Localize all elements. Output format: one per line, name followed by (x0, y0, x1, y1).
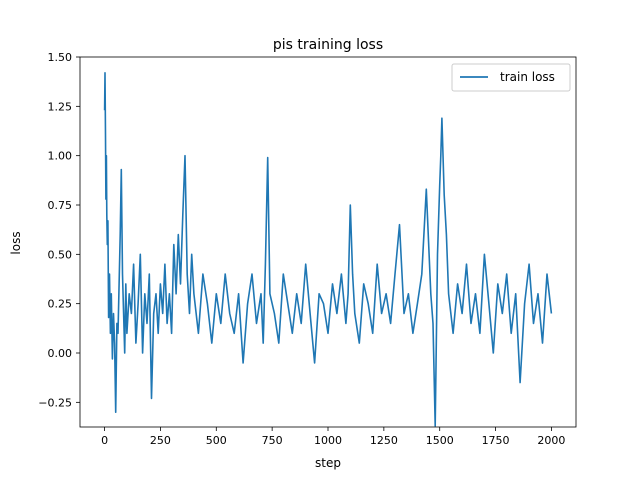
x-tick-label: 1000 (314, 434, 342, 447)
y-tick-label: 1.50 (48, 51, 73, 64)
legend-label: train loss (500, 70, 555, 84)
x-tick-label: 750 (262, 434, 283, 447)
legend: train loss (451, 63, 571, 92)
x-tick-label: 1500 (426, 434, 454, 447)
chart-title: pis training loss (273, 37, 383, 53)
y-tick-label: 0.75 (48, 199, 73, 212)
legend-box (451, 63, 571, 92)
y-tick-label: 0.25 (48, 298, 73, 311)
y-axis-ticks: −0.25 0.00 0.25 0.50 0.75 1.00 1.25 1.50 (38, 51, 80, 409)
x-tick-label: 500 (206, 434, 227, 447)
x-axis-label: step (315, 456, 341, 470)
y-tick-label: 0.00 (48, 347, 73, 360)
series-train-loss-line (103, 72, 553, 427)
x-tick-label: 2000 (537, 434, 565, 447)
x-tick-label: 0 (101, 434, 108, 447)
x-tick-label: 250 (150, 434, 171, 447)
y-tick-label: 0.50 (48, 248, 73, 261)
x-tick-label: 1750 (482, 434, 510, 447)
x-axis-ticks: 0 250 500 750 1000 1250 1500 1750 2000 (101, 427, 565, 447)
y-tick-label: 1.00 (48, 150, 73, 163)
y-tick-label: −0.25 (38, 396, 72, 409)
x-tick-label: 1250 (370, 434, 398, 447)
y-tick-label: 1.25 (48, 100, 73, 113)
y-axis-label: loss (9, 231, 23, 254)
